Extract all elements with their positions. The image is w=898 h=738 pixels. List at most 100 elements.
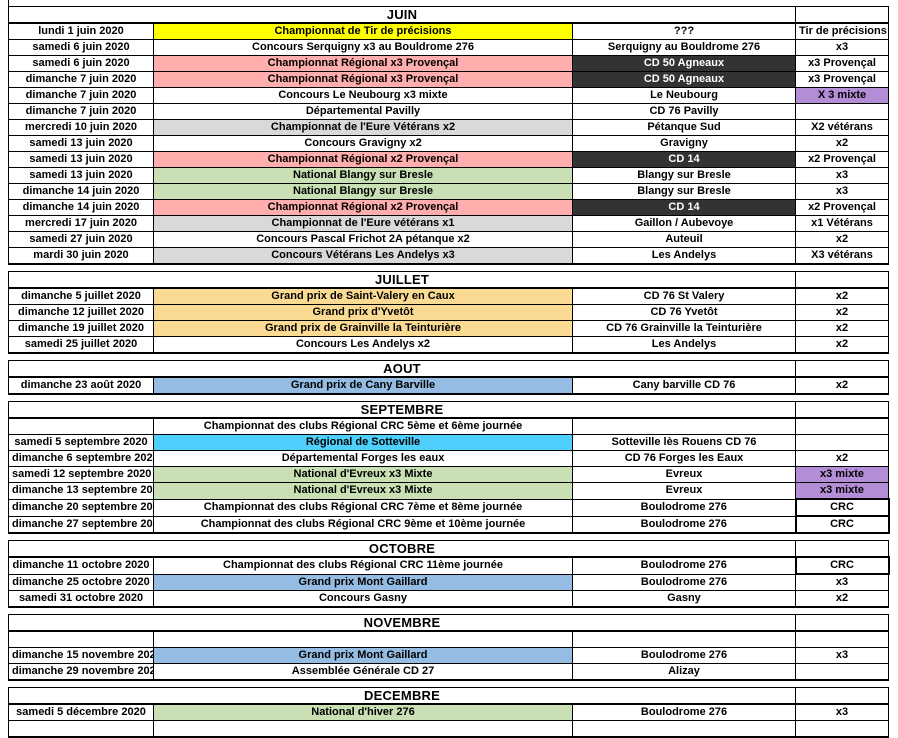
cell-event[interactable]: National d'Evreux x3 Mixte <box>153 482 573 500</box>
cell-event[interactable]: National d'Evreux x3 Mixte <box>153 466 573 483</box>
cell-event[interactable]: Concours Serquigny x3 au Bouldrome 276 <box>153 39 573 56</box>
cell-place[interactable]: Cany barville CD 76 <box>572 376 796 395</box>
cell-place[interactable]: Evreux <box>572 466 796 483</box>
cell-place[interactable]: CD 76 Grainville la Teinturière <box>572 320 796 337</box>
cell-event[interactable]: Concours Gravigny x2 <box>153 135 573 152</box>
cell-event[interactable]: Départemental Pavilly <box>153 103 573 120</box>
cell-event[interactable]: Concours Vétérans Les Andelys x3 <box>153 247 573 265</box>
cell-event[interactable]: Grand prix Mont Gaillard <box>153 573 573 591</box>
cell-date[interactable]: dimanche 19 juillet 2020 <box>8 320 154 337</box>
cell-formula[interactable] <box>795 720 889 738</box>
cell-formula[interactable]: x2 <box>795 304 889 321</box>
cell-formula[interactable]: X3 vétérans <box>795 247 889 265</box>
cell-place[interactable]: Les Andelys <box>572 336 796 354</box>
cell-date[interactable]: dimanche 29 novembre 2020 <box>8 663 154 681</box>
cell-formula[interactable]: X 3 mixte <box>795 87 889 104</box>
cell-date[interactable]: samedi 6 juin 2020 <box>8 39 154 56</box>
cell-place[interactable]: Serquigny au Bouldrome 276 <box>572 39 796 56</box>
cell-place[interactable]: Les Andelys <box>572 247 796 265</box>
cell-date[interactable]: lundi 1 juin 2020 <box>8 22 154 40</box>
cell-event[interactable]: Championnat Régional x3 Provençal <box>153 71 573 88</box>
cell-place[interactable] <box>572 417 796 435</box>
cell-formula[interactable] <box>795 103 889 120</box>
cell-date[interactable]: mercredi 17 juin 2020 <box>8 215 154 232</box>
cell-date[interactable]: samedi 13 juin 2020 <box>8 167 154 184</box>
cell-formula[interactable] <box>795 663 889 681</box>
cell-date[interactable]: dimanche 27 septembre 2020 <box>8 515 154 534</box>
cell-event[interactable]: Régional de Sotteville <box>153 434 573 451</box>
cell-event[interactable]: Championnat de Tir de précisions <box>153 22 573 40</box>
cell-event[interactable]: National Blangy sur Bresle <box>153 183 573 200</box>
cell-formula[interactable]: x3 <box>795 183 889 200</box>
cell-place[interactable]: ??? <box>572 22 796 40</box>
cell-event[interactable]: Championnat des clubs Régional CRC 9ème … <box>153 515 573 534</box>
cell-date[interactable]: dimanche 25 octobre 2020 <box>8 573 154 591</box>
cell-place[interactable]: Gravigny <box>572 135 796 152</box>
cell-date[interactable]: samedi 27 juin 2020 <box>8 231 154 248</box>
cell-date[interactable]: dimanche 20 septembre 2020 <box>8 498 154 517</box>
cell-place[interactable]: Blangy sur Bresle <box>572 167 796 184</box>
cell-event[interactable]: Championnat Régional x2 Provençal <box>153 151 573 168</box>
cell-date[interactable] <box>8 720 154 738</box>
cell-date[interactable]: mardi 30 juin 2020 <box>8 247 154 265</box>
cell-place[interactable]: Boulodrome 276 <box>572 573 796 591</box>
cell-formula[interactable]: x2 <box>795 287 889 305</box>
cell-date[interactable]: dimanche 7 juin 2020 <box>8 103 154 120</box>
cell-event[interactable]: Assemblée Générale CD 27 <box>153 663 573 681</box>
cell-date[interactable]: dimanche 14 juin 2020 <box>8 199 154 216</box>
cell-event[interactable]: Grand prix de Grainville la Teinturière <box>153 320 573 337</box>
cell-event[interactable]: Championnat des clubs Régional CRC 7ème … <box>153 498 573 517</box>
cell-place[interactable]: CD 76 Yvetôt <box>572 304 796 321</box>
cell-place[interactable]: Boulodrome 276 <box>572 556 796 575</box>
cell-formula[interactable]: x3 <box>795 703 889 721</box>
cell-formula[interactable]: x2 Provençal <box>795 151 889 168</box>
cell-event[interactable]: Concours Gasny <box>153 590 573 608</box>
cell-date[interactable]: samedi 5 septembre 2020 <box>8 434 154 451</box>
cell-place[interactable]: CD 14 <box>572 151 796 168</box>
cell-place[interactable]: Alizay <box>572 663 796 681</box>
cell-formula[interactable]: x2 <box>795 590 889 608</box>
cell-formula[interactable]: x3 Provençal <box>795 71 889 88</box>
cell-formula[interactable]: X2 vétérans <box>795 119 889 136</box>
cell-formula[interactable]: x1 Vétérans <box>795 215 889 232</box>
cell-date[interactable]: dimanche 7 juin 2020 <box>8 71 154 88</box>
cell-event[interactable]: National d'hiver 276 <box>153 703 573 721</box>
cell-place[interactable] <box>572 630 796 648</box>
cell-place[interactable]: Le Neubourg <box>572 87 796 104</box>
cell-formula[interactable]: CRC <box>794 498 890 517</box>
cell-event[interactable]: Championnat des clubs Régional CRC 11ème… <box>153 556 573 575</box>
cell-date[interactable]: mercredi 10 juin 2020 <box>8 119 154 136</box>
cell-place[interactable]: Boulodrome 276 <box>572 703 796 721</box>
cell-formula[interactable]: x2 <box>795 450 889 467</box>
cell-place[interactable]: Sotteville lès Rouens CD 76 <box>572 434 796 451</box>
cell-formula[interactable]: Tir de précisions <box>795 22 889 40</box>
cell-formula[interactable]: x3 <box>795 39 889 56</box>
cell-formula[interactable]: x3 Provençal <box>795 55 889 72</box>
cell-event[interactable]: Concours Le Neubourg x3 mixte <box>153 87 573 104</box>
cell-formula[interactable]: x2 <box>795 376 889 395</box>
cell-place[interactable]: CD 50 Agneaux <box>572 55 796 72</box>
cell-formula[interactable]: x2 <box>795 336 889 354</box>
cell-event[interactable]: Championnat Régional x3 Provençal <box>153 55 573 72</box>
cell-place[interactable]: Boulodrome 276 <box>572 647 796 664</box>
cell-place[interactable]: Evreux <box>572 482 796 500</box>
cell-date[interactable]: samedi 25 juillet 2020 <box>8 336 154 354</box>
cell-date[interactable]: samedi 5 décembre 2020 <box>8 703 154 721</box>
cell-event[interactable]: Départemental Forges les eaux <box>153 450 573 467</box>
cell-date[interactable] <box>8 630 154 648</box>
cell-date[interactable]: samedi 12 septembre 2020 <box>8 466 154 483</box>
cell-formula[interactable] <box>795 417 889 435</box>
cell-date[interactable]: dimanche 13 septembre 2020 <box>8 482 154 500</box>
cell-place[interactable]: Pétanque Sud <box>572 119 796 136</box>
cell-formula[interactable]: x3 mixte <box>795 466 889 483</box>
cell-event[interactable] <box>153 630 573 648</box>
cell-date[interactable]: dimanche 11 octobre 2020 <box>8 556 154 575</box>
cell-formula[interactable]: CRC <box>794 515 890 534</box>
cell-date[interactable]: dimanche 14 juin 2020 <box>8 183 154 200</box>
cell-event[interactable]: Championnat de l'Eure vétérans x1 <box>153 215 573 232</box>
cell-formula[interactable] <box>795 434 889 451</box>
cell-place[interactable]: Gasny <box>572 590 796 608</box>
cell-formula[interactable]: x3 <box>795 647 889 664</box>
cell-place[interactable]: CD 76 St Valery <box>572 287 796 305</box>
cell-event[interactable]: Grand prix de Saint-Valery en Caux <box>153 287 573 305</box>
